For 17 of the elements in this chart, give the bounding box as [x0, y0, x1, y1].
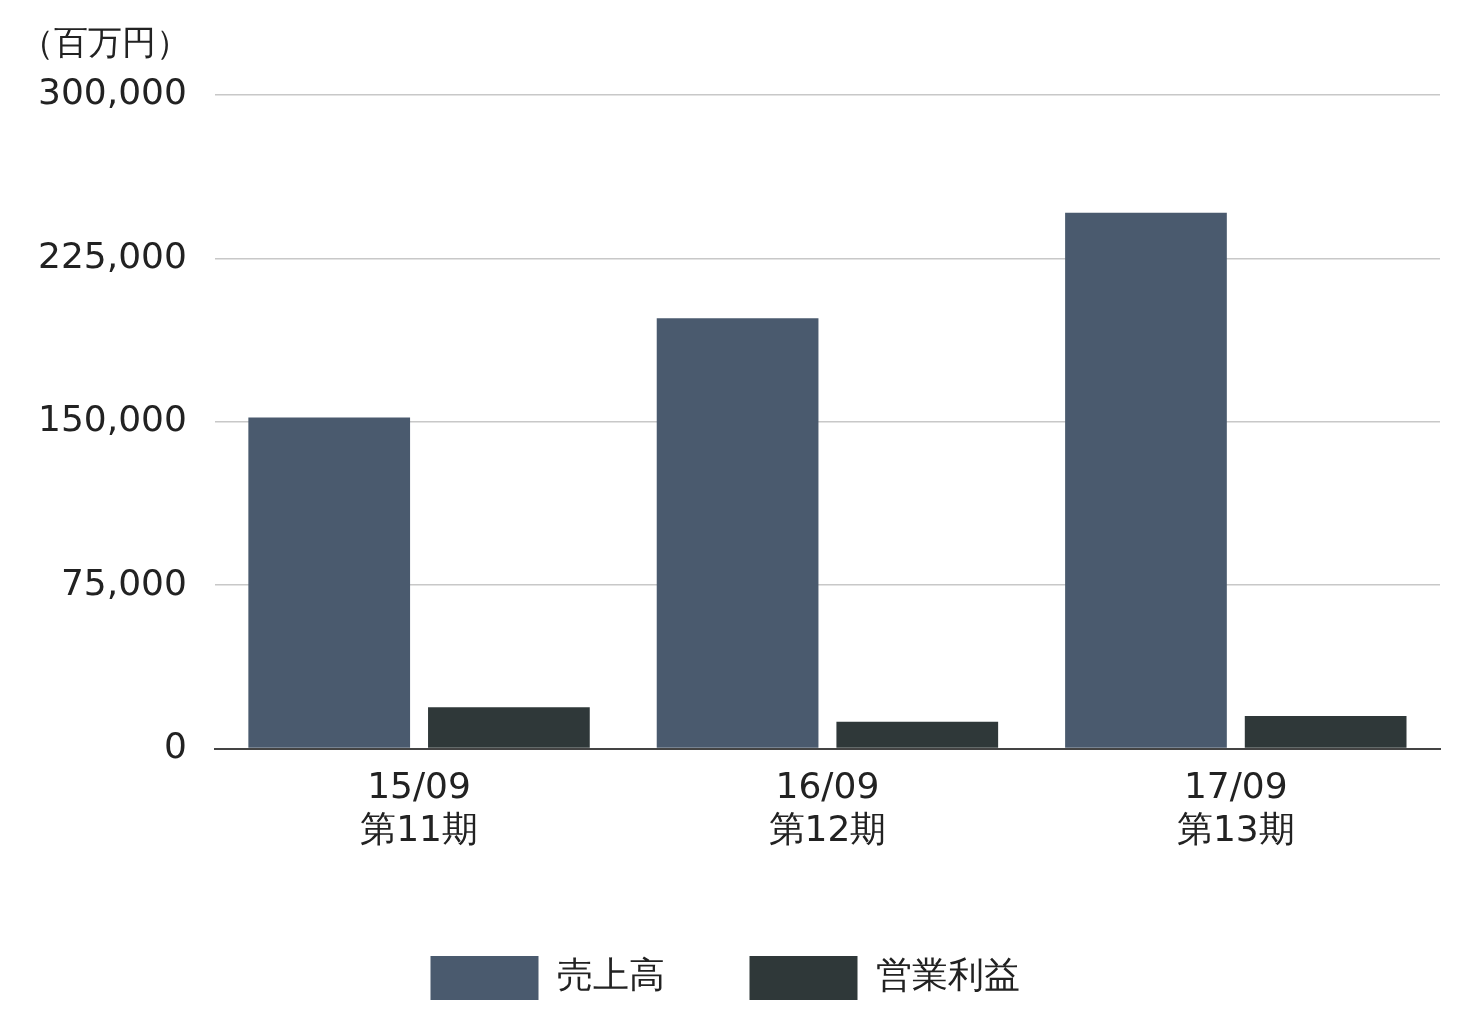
- x-tick-label: 15/09 第11期: [360, 764, 478, 849]
- y-axis-title: （百万円）: [20, 21, 190, 62]
- x-tick-label: 16/09 第12期: [768, 764, 887, 849]
- y-tick-label: 75,000: [60, 561, 187, 603]
- bar: [1244, 715, 1407, 748]
- bar: [1065, 212, 1227, 748]
- y-tick-label: 150,000: [37, 398, 187, 440]
- y-tick-label: 300,000: [37, 71, 187, 113]
- bar: [656, 318, 819, 748]
- x-tick-label: 17/09 第13期: [1176, 764, 1295, 849]
- y-tick-label: 0: [163, 724, 187, 766]
- bar: [428, 707, 590, 748]
- y-tick-label: 225,000: [37, 234, 187, 276]
- legend-label: 営業利益: [875, 954, 1020, 996]
- legend-label: 売上高: [556, 954, 665, 996]
- bar: [836, 721, 999, 748]
- bar: [248, 417, 411, 748]
